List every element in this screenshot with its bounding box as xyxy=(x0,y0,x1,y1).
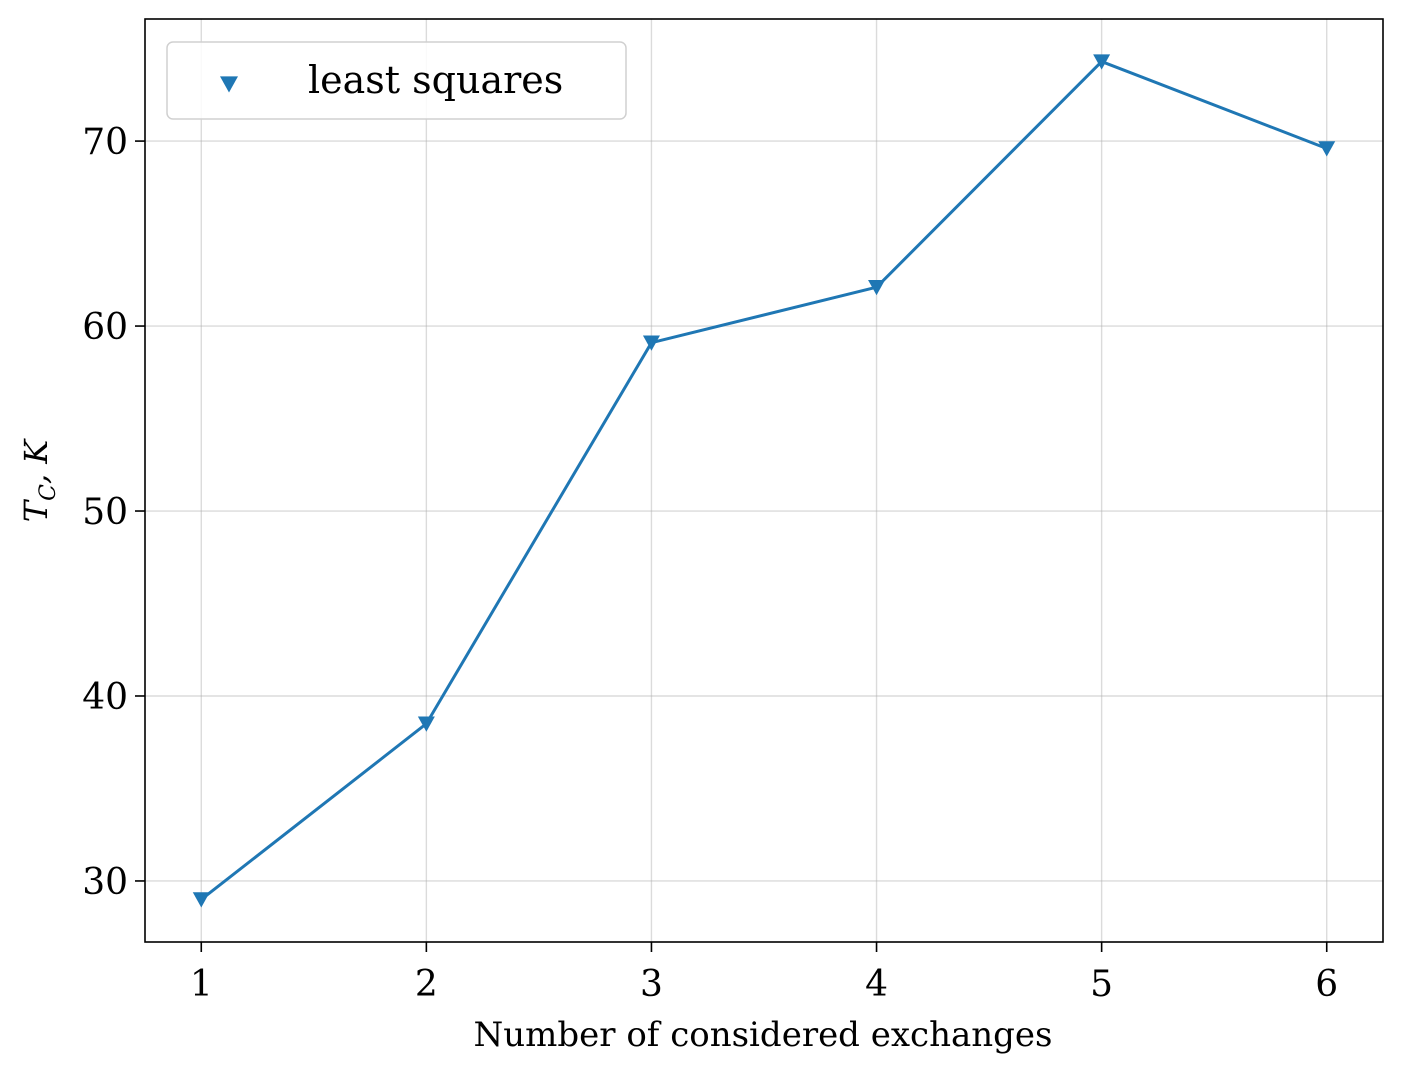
x-tick-label: 1 xyxy=(190,964,213,1005)
data-point xyxy=(1318,141,1336,157)
x-tick-label: 2 xyxy=(415,964,438,1005)
y-tick-label: 50 xyxy=(82,492,128,533)
data-point xyxy=(868,279,886,296)
grid xyxy=(145,19,1383,942)
x-tick-label: 6 xyxy=(1315,964,1338,1005)
x-tick-label: 3 xyxy=(640,964,663,1005)
series-layer xyxy=(192,54,1336,908)
data-point xyxy=(1093,54,1111,70)
x-tick-label: 5 xyxy=(1090,964,1113,1005)
legend-label: least squares xyxy=(308,58,563,102)
y-tick-label: 30 xyxy=(82,862,128,903)
legend-box xyxy=(166,41,627,120)
data-point xyxy=(417,716,435,732)
x-axis-label: Number of considered exchanges xyxy=(474,1015,1053,1055)
y-tick-label: 60 xyxy=(82,307,128,348)
data-point xyxy=(642,335,660,351)
series-line xyxy=(200,60,1328,901)
ticks: 1 2 3 4 5 6 30 40 50 60 70 xyxy=(82,122,1338,1005)
data-point xyxy=(192,892,210,908)
plot-frame xyxy=(144,18,1384,943)
y-axis-label: TC, K xyxy=(17,438,61,523)
y-tick-label: 70 xyxy=(82,122,128,163)
x-tick-label: 4 xyxy=(865,964,888,1005)
legend: least squares xyxy=(166,41,627,120)
legend-marker xyxy=(220,76,238,93)
y-tick-label: 40 xyxy=(82,677,128,718)
